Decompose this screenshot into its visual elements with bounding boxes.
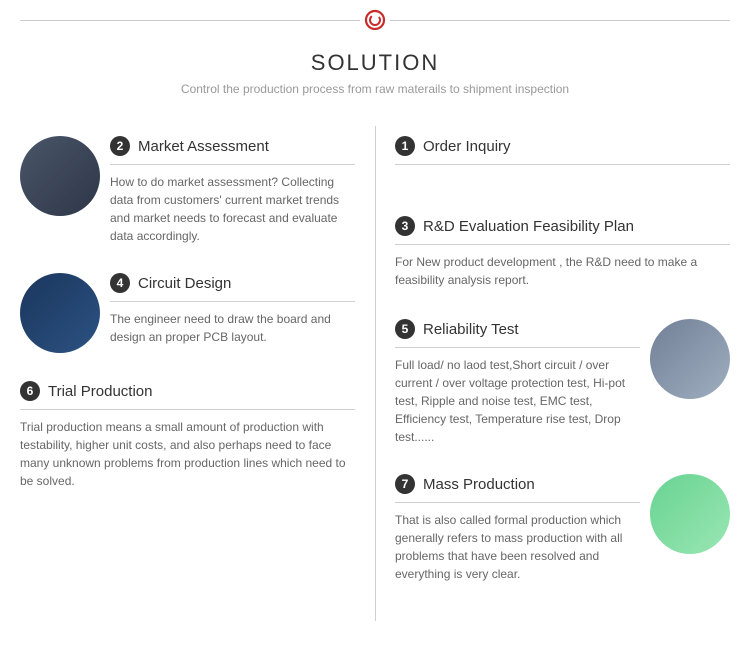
step-number-badge: 3 xyxy=(395,216,415,236)
step-title: Order Inquiry xyxy=(423,138,511,155)
spiral-icon xyxy=(360,5,390,35)
step-rd-evaluation: 3 R&D Evaluation Feasibility Plan For Ne… xyxy=(395,216,730,289)
step-description: For New product development , the R&D ne… xyxy=(395,253,730,289)
center-timeline-line xyxy=(375,126,376,621)
step-image xyxy=(20,136,100,216)
step-header: 7 Mass Production xyxy=(395,474,640,503)
step-title: Trial Production xyxy=(48,383,153,400)
step-title: R&D Evaluation Feasibility Plan xyxy=(423,218,634,235)
step-circuit-design: 4 Circuit Design The engineer need to dr… xyxy=(20,273,355,353)
step-number-badge: 4 xyxy=(110,273,130,293)
step-number-badge: 1 xyxy=(395,136,415,156)
step-header: 4 Circuit Design xyxy=(110,273,355,302)
left-column: 2 Market Assessment How to do market ass… xyxy=(20,126,375,621)
step-header: 5 Reliability Test xyxy=(395,319,640,348)
page-subtitle: Control the production process from raw … xyxy=(0,82,750,96)
step-header: 6 Trial Production xyxy=(20,381,355,410)
step-image xyxy=(650,474,730,554)
step-description: Trial production means a small amount of… xyxy=(20,418,355,490)
step-description: That is also called formal production wh… xyxy=(395,511,640,583)
step-trial-production: 6 Trial Production Trial production mean… xyxy=(20,381,355,490)
step-number-badge: 7 xyxy=(395,474,415,494)
step-title: Reliability Test xyxy=(423,321,519,338)
step-order-inquiry: 1 Order Inquiry xyxy=(395,136,730,176)
timeline-columns: 2 Market Assessment How to do market ass… xyxy=(0,126,750,621)
step-description: Full load/ no laod test,Short circuit / … xyxy=(395,356,640,446)
header-section: SOLUTION Control the production process … xyxy=(0,0,750,96)
step-header: 3 R&D Evaluation Feasibility Plan xyxy=(395,216,730,245)
step-header: 2 Market Assessment xyxy=(110,136,355,165)
step-image xyxy=(20,273,100,353)
step-title: Mass Production xyxy=(423,476,535,493)
step-number-badge: 6 xyxy=(20,381,40,401)
step-title: Circuit Design xyxy=(138,275,231,292)
step-number-badge: 2 xyxy=(110,136,130,156)
page-title: SOLUTION xyxy=(0,50,750,76)
step-mass-production: 7 Mass Production That is also called fo… xyxy=(395,474,730,583)
step-title: Market Assessment xyxy=(138,138,269,155)
step-image xyxy=(650,319,730,399)
step-market-assessment: 2 Market Assessment How to do market ass… xyxy=(20,136,355,245)
step-header: 1 Order Inquiry xyxy=(395,136,730,165)
step-reliability-test: 5 Reliability Test Full load/ no laod te… xyxy=(395,319,730,446)
step-number-badge: 5 xyxy=(395,319,415,339)
step-description: How to do market assessment? Collecting … xyxy=(110,173,355,245)
step-description: The engineer need to draw the board and … xyxy=(110,310,355,346)
right-column: 1 Order Inquiry 3 R&D Evaluation Feasibi… xyxy=(375,126,730,621)
